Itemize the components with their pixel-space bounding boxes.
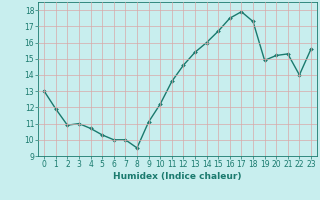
- X-axis label: Humidex (Indice chaleur): Humidex (Indice chaleur): [113, 172, 242, 181]
